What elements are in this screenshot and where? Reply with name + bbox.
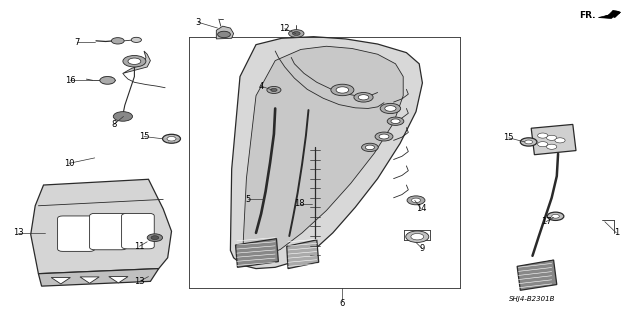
- Circle shape: [289, 30, 304, 37]
- Text: 8: 8: [111, 120, 116, 129]
- Circle shape: [358, 95, 369, 100]
- Polygon shape: [51, 278, 70, 284]
- Circle shape: [391, 119, 400, 123]
- Circle shape: [147, 234, 163, 241]
- Circle shape: [538, 133, 548, 138]
- Circle shape: [379, 134, 389, 139]
- Text: 13: 13: [13, 228, 23, 237]
- Circle shape: [547, 144, 557, 149]
- Circle shape: [100, 77, 115, 84]
- Circle shape: [354, 93, 373, 102]
- Polygon shape: [287, 240, 319, 269]
- Circle shape: [292, 32, 300, 35]
- Text: 7: 7: [74, 38, 79, 47]
- Circle shape: [271, 88, 277, 92]
- Text: 13: 13: [134, 277, 145, 286]
- Text: 18: 18: [294, 199, 305, 208]
- Text: 10: 10: [64, 159, 74, 168]
- Circle shape: [406, 231, 429, 242]
- Polygon shape: [598, 12, 621, 19]
- Circle shape: [538, 142, 548, 147]
- Text: 4: 4: [259, 82, 264, 91]
- Text: 3: 3: [196, 18, 201, 27]
- Circle shape: [113, 112, 132, 121]
- Circle shape: [375, 132, 393, 141]
- Text: 16: 16: [65, 76, 76, 85]
- FancyBboxPatch shape: [90, 213, 127, 250]
- Text: FR.: FR.: [579, 11, 595, 20]
- Polygon shape: [109, 277, 128, 283]
- FancyBboxPatch shape: [122, 213, 154, 249]
- Circle shape: [411, 234, 424, 240]
- Circle shape: [387, 117, 404, 125]
- Polygon shape: [236, 239, 278, 267]
- Text: 1: 1: [614, 228, 619, 237]
- Circle shape: [555, 138, 565, 143]
- Polygon shape: [230, 37, 422, 269]
- Circle shape: [167, 137, 176, 141]
- Polygon shape: [38, 269, 159, 286]
- Text: 12: 12: [280, 24, 290, 33]
- Text: 17: 17: [541, 217, 551, 226]
- Polygon shape: [602, 10, 620, 18]
- Circle shape: [123, 56, 146, 67]
- Circle shape: [362, 143, 378, 152]
- Text: 6: 6: [340, 299, 345, 308]
- Circle shape: [412, 198, 420, 203]
- Text: SHJ4-B2301B: SHJ4-B2301B: [509, 296, 556, 302]
- Circle shape: [552, 214, 559, 218]
- Circle shape: [151, 236, 159, 240]
- Polygon shape: [517, 260, 557, 290]
- Circle shape: [336, 87, 349, 93]
- Text: 15: 15: [139, 132, 149, 141]
- Circle shape: [525, 140, 532, 144]
- Polygon shape: [80, 277, 99, 283]
- Circle shape: [163, 134, 180, 143]
- Circle shape: [128, 58, 141, 64]
- Polygon shape: [531, 124, 576, 155]
- Circle shape: [267, 86, 281, 93]
- Polygon shape: [216, 26, 234, 39]
- Circle shape: [547, 135, 557, 140]
- Circle shape: [365, 145, 374, 150]
- Text: 15: 15: [504, 133, 514, 142]
- Circle shape: [520, 138, 537, 146]
- Polygon shape: [31, 179, 172, 274]
- Text: 5: 5: [246, 195, 251, 204]
- Circle shape: [385, 106, 396, 111]
- Circle shape: [547, 212, 564, 220]
- Circle shape: [331, 84, 354, 96]
- Text: 14: 14: [416, 204, 426, 213]
- Circle shape: [218, 31, 230, 38]
- Circle shape: [131, 37, 141, 42]
- Circle shape: [407, 196, 425, 205]
- Circle shape: [111, 38, 124, 44]
- Text: 11: 11: [134, 242, 145, 251]
- Polygon shape: [123, 51, 150, 73]
- Text: 9: 9: [420, 244, 425, 253]
- Circle shape: [380, 103, 401, 114]
- FancyBboxPatch shape: [58, 216, 95, 251]
- Polygon shape: [243, 46, 403, 258]
